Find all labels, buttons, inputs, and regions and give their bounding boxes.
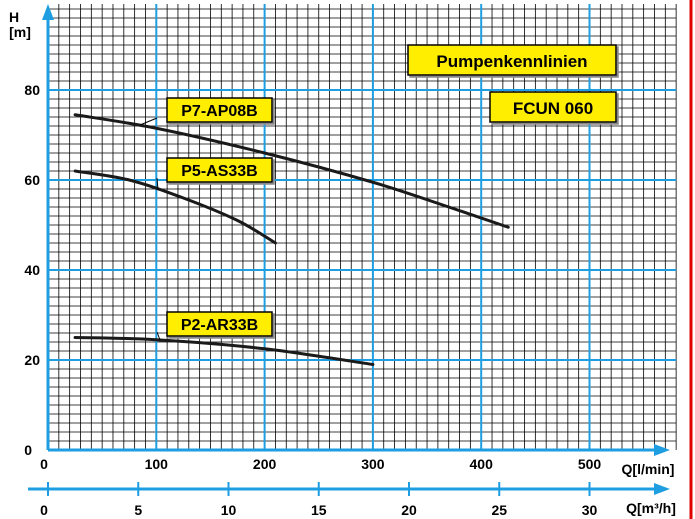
y-tick-label: 20 <box>24 352 40 368</box>
series-label-box <box>166 97 273 123</box>
x-tick-label: 400 <box>470 456 494 472</box>
x-tick-label: 0 <box>40 456 48 472</box>
series-curve <box>73 169 277 245</box>
title-box: Pumpenkennlinien <box>407 44 617 76</box>
x2-tick-label: 10 <box>221 502 237 518</box>
x-axis-title: Q[l/min] <box>622 461 675 477</box>
y-axis-arrow <box>42 4 54 20</box>
x-axis-arrow <box>654 444 670 456</box>
chart-subtitle: FCUN 060 <box>513 99 593 118</box>
tick-labels: 0 100 200 300 400 500 0 5 10 15 20 25 30 20 40 60 80 0 <box>24 82 601 518</box>
pump-curves <box>73 113 510 366</box>
x2-tick-label: 5 <box>134 502 142 518</box>
series-labels: P7-AP08B P5-AS33B P2-AR33B <box>139 97 273 341</box>
series-leader-line <box>156 177 159 191</box>
x2-axis-title: Q[m³/h] <box>626 500 676 516</box>
x-tick-label: 100 <box>145 456 169 472</box>
x2-tick-label: 25 <box>491 502 507 518</box>
y-tick-label: 40 <box>24 262 40 278</box>
chart-title: Pumpenkennlinien <box>436 52 587 71</box>
x2-tick-label: 20 <box>401 502 417 518</box>
series-curve <box>73 336 375 366</box>
series-leader-line <box>156 331 161 341</box>
axes <box>28 4 670 496</box>
series-label: P5-AS33B <box>181 163 257 180</box>
series-curve <box>73 113 510 229</box>
x-tick-label: 200 <box>253 456 277 472</box>
x2-axis-arrow <box>654 483 670 495</box>
y-tick-label: 60 <box>24 172 40 188</box>
series-leader-line <box>139 117 158 126</box>
major-grid <box>48 4 677 450</box>
y-tick-label: 80 <box>24 82 40 98</box>
series-label-box <box>166 157 273 183</box>
y-axis-unit: [m] <box>9 24 31 40</box>
minor-grid <box>48 4 677 450</box>
y-axis-symbol: H <box>9 9 19 25</box>
y-tick-label: 0 <box>24 442 32 458</box>
x2-tick-label: 15 <box>311 502 327 518</box>
series-label-box <box>166 311 273 337</box>
series-label: P7-AP08B <box>181 103 257 120</box>
subtitle-box: FCUN 060 <box>489 91 617 123</box>
x-tick-label: 300 <box>361 456 385 472</box>
series-label: P2-AR33B <box>181 317 258 334</box>
x2-tick-label: 0 <box>40 502 48 518</box>
x-tick-label: 500 <box>578 456 602 472</box>
x2-tick-label: 30 <box>582 502 598 518</box>
